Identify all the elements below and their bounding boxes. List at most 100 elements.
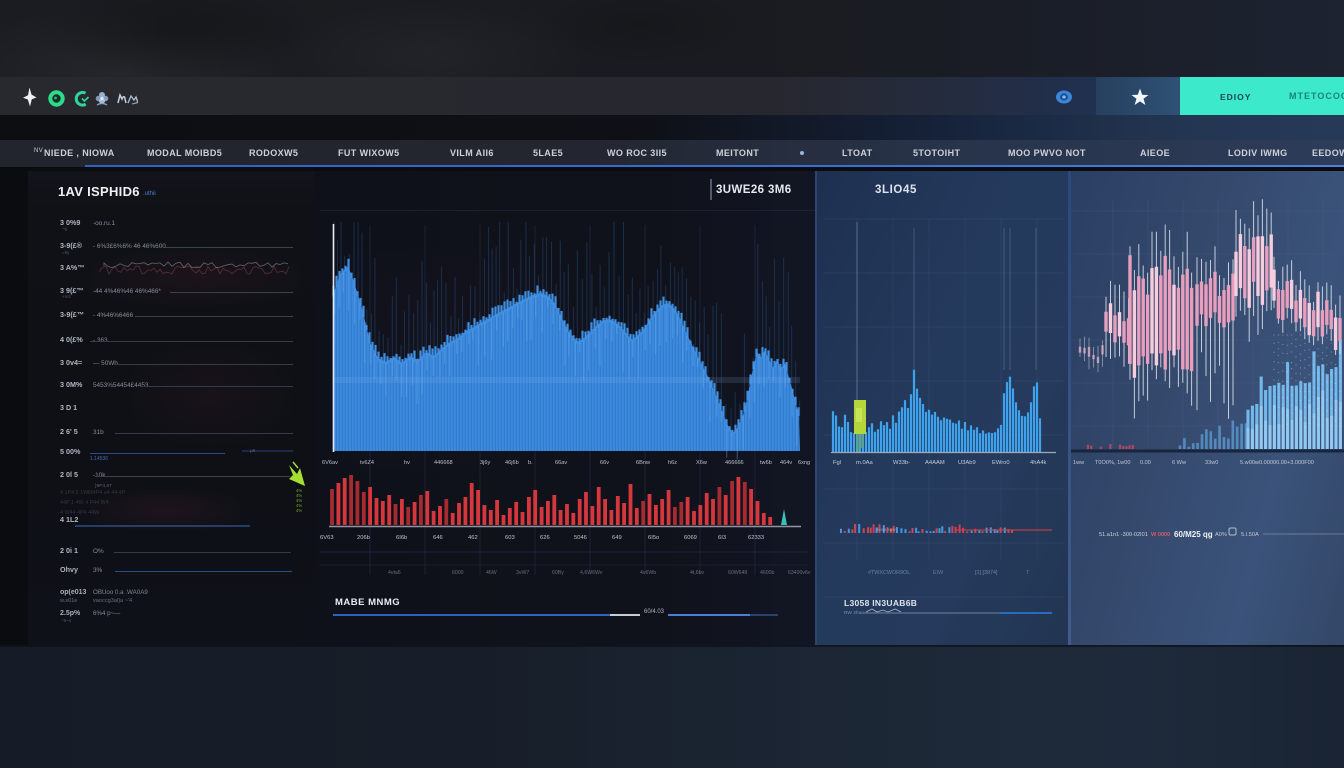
svg-text:4hA4k: 4hA4k [1030,460,1047,466]
svg-text:-10k...: -10k... [93,472,111,479]
svg-text:6%4 p~—: 6%4 p~— [93,610,121,617]
svg-text:2 0i 1: 2 0i 1 [60,546,78,555]
svg-text:}9P4,6T: }9P4,6T [95,483,112,489]
svg-text:3 A%™: 3 A%™ [60,263,85,272]
svg-text:W 0000: W 0000 [1151,532,1170,538]
svg-text:4v6Wb: 4v6Wb [640,570,656,576]
svg-text:4%: 4% [296,493,302,498]
svg-text:4 1L2: 4 1L2 [60,515,78,524]
svg-text:2 0l 5: 2 0l 5 [60,470,78,479]
svg-text:33w0: 33w0 [1205,460,1218,466]
svg-text:- 363: - 363 [93,337,108,344]
svg-text:206b: 206b [357,535,370,541]
svg-text:60/M25 qg: 60/M25 qg [1174,530,1213,539]
svg-text:6I5o: 6I5o [648,535,659,541]
svg-text:4vta6: 4vta6 [388,570,401,576]
svg-text:5.I.50A: 5.I.50A [1241,532,1259,538]
svg-text:446668: 446668 [434,460,453,466]
svg-text:5 00%: 5 00% [60,447,81,456]
svg-text:6Bnw: 6Bnw [636,460,651,466]
svg-text:6xng: 6xng [798,460,810,466]
svg-text:4%: 4% [296,488,302,493]
svg-text:3 D 1: 3 D 1 [60,403,77,412]
svg-text:1ww: 1ww [1073,460,1085,466]
svg-text:A4AAM: A4AAM [925,460,945,466]
svg-text:U3Ab9: U3Ab9 [958,460,976,466]
svg-text:5.w00w0.00000.00+3.000F00: 5.w00w0.00000.00+3.000F00 [1240,460,1314,466]
svg-text:466666: 466666 [725,460,744,466]
svg-text:464v: 464v [780,460,792,466]
svg-text:4,6W6Wv: 4,6W6Wv [580,570,603,576]
svg-text:0.00: 0.00 [1140,460,1151,466]
svg-text:462: 462 [468,535,478,541]
svg-text:66av: 66av [555,460,567,466]
svg-text:626: 626 [540,535,550,541]
svg-text:4%: 4% [296,508,302,513]
svg-text:3 9(£™: 3 9(£™ [60,286,84,295]
svg-text:[1] [3974]: [1] [3974] [975,570,998,576]
svg-text:vaoccg3al}a ~'4: vaoccg3al}a ~'4 [93,598,132,604]
svg-text:60By: 60By [552,570,564,576]
svg-text:#TWXCWOR9OL: #TWXCWOR9OL [868,570,910,576]
svg-text:3 0v4=: 3 0v4= [60,358,82,367]
svg-text:4 1P4 5 1WM4P4 o4 44 4P: 4 1P4 5 1WM4P4 o4 44 4P [60,490,126,496]
svg-text:X6w: X6w [696,460,708,466]
svg-text:66v: 66v [600,460,609,466]
svg-text:46j6b: 46j6b [505,460,519,466]
svg-text:4%: 4% [296,498,302,503]
svg-text:L3058 IN3UAB6B: L3058 IN3UAB6B [844,598,917,608]
svg-text:*9~o: *9~o [62,618,72,623]
svg-text:— 50Wb: — 50Wb [93,360,118,367]
svg-text:hv: hv [404,460,410,466]
svg-text:EWro0: EWro0 [992,460,1010,466]
svg-text:3j6y: 3j6y [480,460,490,466]
svg-text:3 0M%: 3 0M% [60,380,83,389]
svg-text:+m2: +m2 [62,294,71,299]
svg-text:51.a1n1 -300-02I01: 51.a1n1 -300-02I01 [1099,532,1148,538]
svg-text:46W: 46W [486,570,497,576]
svg-text:Ohvy: Ohvy [60,565,78,574]
svg-text:=8y: =8y [62,250,70,255]
svg-text:2 6' 5: 2 6' 5 [60,427,78,436]
svg-text:tw6b: tw6b [760,460,772,466]
svg-text:6000: 6000 [452,570,464,576]
svg-text:op(e013: op(e013 [60,589,87,596]
svg-text:4600b: 4600b [760,570,775,576]
svg-text:3W04 6bW: 3W04 6bW [876,527,896,532]
svg-text:3-9(£®: 3-9(£® [60,241,83,250]
svg-text:62333: 62333 [748,535,764,541]
svg-text:60W648: 60W648 [728,570,747,576]
svg-text:W33b-: W33b- [893,460,910,466]
svg-text:6V6av: 6V6av [322,460,338,466]
svg-text:5046: 5046 [574,535,587,541]
svg-text:4t,6bv: 4t,6bv [690,570,705,576]
svg-text:649: 649 [612,535,622,541]
svg-text:EIW: EIW [933,570,944,576]
svg-text:3%: 3% [93,567,103,574]
svg-text:tv6Z4: tv6Z4 [360,460,374,466]
svg-text:3 0%9: 3 0%9 [60,218,80,227]
svg-text:6V63: 6V63 [320,535,334,541]
svg-text:603: 603 [505,535,515,541]
svg-text:2.5p%: 2.5p% [60,610,81,617]
svg-text:Fgl: Fgl [833,460,841,466]
svg-text:6 Ww: 6 Ww [1172,460,1187,466]
svg-text:4 0(£%: 4 0(£% [60,335,83,344]
svg-text:T: T [1026,570,1030,576]
svg-text:m.0Aa: m.0Aa [856,460,874,466]
svg-text:3vW7: 3vW7 [516,570,529,576]
svg-text:5453%54454£4453: 5453%54454£4453 [93,382,149,389]
svg-text:w.s01e: w.s01e [59,598,77,604]
svg-text:-44 4%46%46 46%466*: -44 4%46%46 46%466* [93,288,161,295]
svg-text:b.: b. [528,460,533,466]
svg-text:h6z: h6z [668,460,677,466]
svg-text:6069: 6069 [684,535,697,541]
svg-text:6I3: 6I3 [718,535,726,541]
svg-text:3-9(£™: 3-9(£™ [60,310,84,319]
svg-text:OBUoo 0.a .WA0A9: OBUoo 0.a .WA0A9 [93,589,148,596]
svg-text:4 W44 4P4 44W: 4 W44 4P4 44W [60,510,100,516]
svg-text:44P 1 4W 4 P44 W4: 44P 1 4W 4 P44 W4 [60,500,109,506]
svg-text:4%: 4% [296,503,302,508]
svg-text:63400v6v: 63400v6v [788,570,811,576]
svg-text:- 6%3£6%6% 46 46%600: - 6%3£6%6% 46 46%600 [93,243,166,250]
